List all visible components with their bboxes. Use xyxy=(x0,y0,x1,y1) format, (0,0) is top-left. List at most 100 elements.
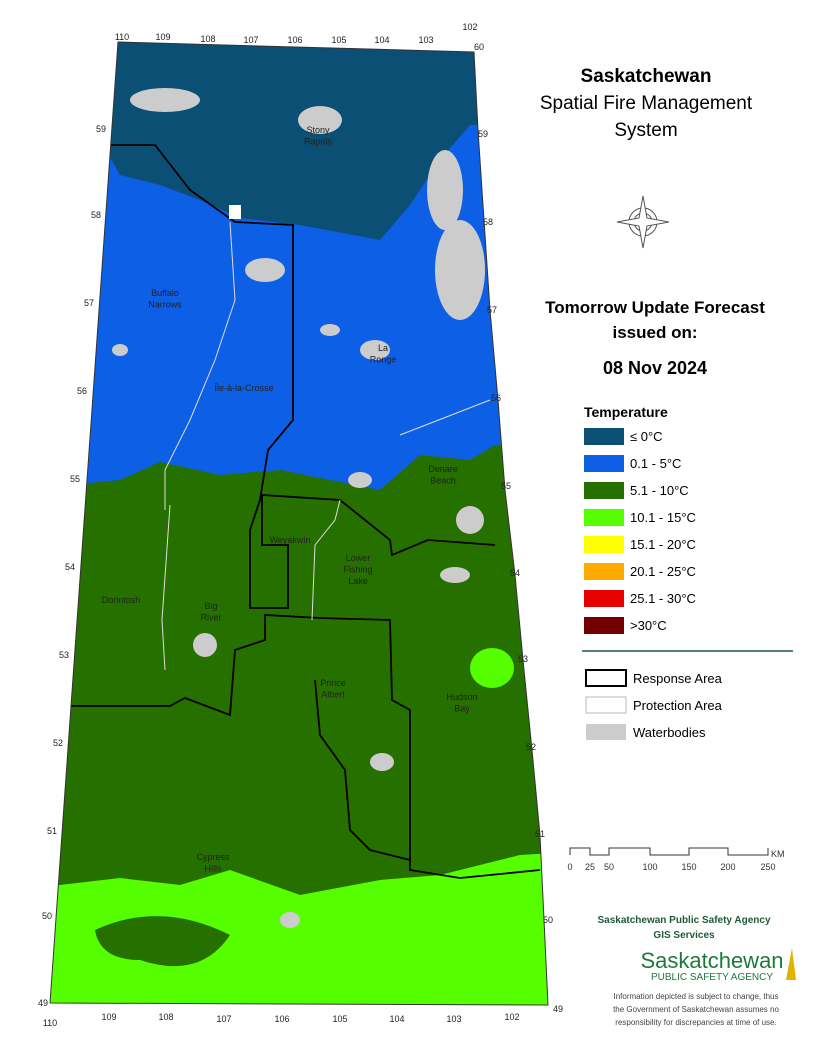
map-title: Saskatchewan xyxy=(581,66,712,87)
waterbody xyxy=(348,472,372,488)
latitude-label: 58 xyxy=(483,217,493,227)
legend-label: 15.1 - 20°C xyxy=(630,537,696,552)
latitude-label: 50 xyxy=(42,911,52,921)
disclaimer: Information depicted is subject to chang… xyxy=(614,992,779,1001)
place-label: Ronge xyxy=(370,355,397,365)
place-label: Albert xyxy=(321,690,345,700)
disclaimer: responsibility for discrepancies at time… xyxy=(615,1018,776,1027)
latitude-label: 53 xyxy=(518,654,528,664)
legend-swatch xyxy=(585,696,627,714)
latitude-label: 52 xyxy=(526,742,536,752)
longitude-label: 103 xyxy=(418,35,433,45)
longitude-label: 110 xyxy=(115,32,129,42)
legend-swatch xyxy=(585,669,627,687)
province-outline xyxy=(49,41,549,1006)
scale-label: 150 xyxy=(681,862,696,872)
latitude-label: 57 xyxy=(84,298,94,308)
scale-label: 250 xyxy=(760,862,775,872)
longitude-label: 102 xyxy=(504,1012,519,1022)
longitude-label: 106 xyxy=(287,35,302,45)
logo-mark xyxy=(786,948,796,980)
compass xyxy=(616,195,670,249)
waterbody xyxy=(370,753,394,771)
waterbody xyxy=(298,106,342,134)
place-label: Lower xyxy=(346,553,371,563)
place-label: Beach xyxy=(430,476,456,486)
latitude-label: 56 xyxy=(77,386,87,396)
place-label: River xyxy=(200,613,221,623)
longitude-label: 104 xyxy=(389,1014,404,1024)
legend-label: 0.1 - 5°C xyxy=(630,456,681,471)
place-label: Cypress xyxy=(196,852,230,862)
latitude-label: 53 xyxy=(59,650,69,660)
latitude-label: 52 xyxy=(53,738,63,748)
agency-unit: GIS Services xyxy=(653,930,715,941)
forecast-heading: issued on: xyxy=(612,323,697,342)
place-label: Lake xyxy=(348,576,368,586)
place-label: Hills xyxy=(205,864,222,874)
map-area xyxy=(50,42,548,1005)
waterbody xyxy=(360,340,390,360)
place-label: Rapids xyxy=(304,137,333,147)
legend-swatch xyxy=(584,563,624,580)
legend-label: 25.1 - 30°C xyxy=(630,591,696,606)
logo-name: Saskatchewan xyxy=(640,948,783,973)
place-label: La xyxy=(378,343,388,353)
longitude-label: 105 xyxy=(331,35,346,45)
place-label: Weyakwin xyxy=(270,535,311,545)
response-area-boundary xyxy=(68,614,541,879)
latitude-label: 55 xyxy=(501,481,511,491)
latitude-label: 57 xyxy=(487,305,497,315)
latitude-label: 55 xyxy=(70,474,80,484)
scale-label: 200 xyxy=(720,862,735,872)
latitude-label: 60 xyxy=(474,42,484,52)
latitude-label: 51 xyxy=(535,829,545,839)
legend-swatch xyxy=(584,590,624,607)
waterbody xyxy=(440,567,470,583)
response-area-boundary xyxy=(314,679,411,861)
latitude-label: 58 xyxy=(91,210,101,220)
longitude-label: 107 xyxy=(216,1014,231,1024)
protection-area-boundary xyxy=(399,399,491,436)
legend-swatch xyxy=(584,617,624,634)
protection-area-boundary xyxy=(311,499,341,621)
longitude-label: 106 xyxy=(274,1014,289,1024)
legend-swatch xyxy=(584,455,624,472)
waterbody xyxy=(435,220,485,320)
longitude-label: 102 xyxy=(462,22,477,32)
longitude-label: 107 xyxy=(243,35,258,45)
place-label: Bay xyxy=(454,704,470,714)
latitude-label: 59 xyxy=(96,124,106,134)
waterbody xyxy=(112,344,128,356)
longitude-label: 109 xyxy=(155,32,170,42)
place-label: Buffalo xyxy=(151,288,179,298)
legend-label: 20.1 - 25°C xyxy=(630,564,696,579)
latitude-label: 49 xyxy=(38,998,48,1008)
latitude-label: 54 xyxy=(510,568,520,578)
map-subtitle: Spatial Fire Management xyxy=(540,93,753,114)
place-label: Big xyxy=(204,601,217,611)
temp-zone-5-10 xyxy=(95,916,230,967)
place-label: Hudson xyxy=(446,692,477,702)
legend-swatch xyxy=(584,536,624,553)
protection-area-boundary xyxy=(164,221,236,510)
place-label: Fishing xyxy=(343,565,372,575)
legend-label: 10.1 - 15°C xyxy=(630,510,696,525)
waterbody xyxy=(245,258,285,282)
longitude-label: 103 xyxy=(446,1014,461,1024)
map-subtitle: System xyxy=(614,120,677,141)
legend-label: Response Area xyxy=(633,671,723,686)
longitude-label: 109 xyxy=(101,1012,116,1022)
scale-label: 100 xyxy=(642,862,657,872)
longitude-label: 108 xyxy=(200,34,215,44)
waterbody xyxy=(280,912,300,928)
place-label: Île-à-la-Crosse xyxy=(213,383,273,393)
legend-label: 5.1 - 10°C xyxy=(630,483,689,498)
legend-label: >30°C xyxy=(630,618,667,633)
place-label: Prince xyxy=(320,678,346,688)
scale-label: 25 xyxy=(585,862,595,872)
scale-label: 50 xyxy=(604,862,614,872)
latitude-label: 50 xyxy=(543,915,553,925)
agency-name: Saskatchewan Public Safety Agency xyxy=(597,915,770,926)
